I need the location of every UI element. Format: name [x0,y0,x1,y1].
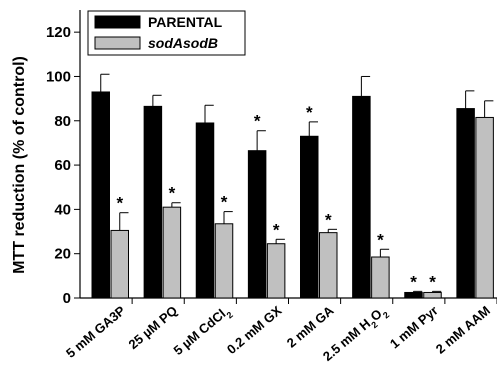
y-tick-label: 80 [54,113,71,130]
bar-sodasodb [110,229,129,299]
significance-marker: * [410,272,417,291]
significance-marker: * [169,184,176,203]
bar-parental [143,105,163,299]
y-tick-label: 40 [54,201,71,218]
y-tick-label: 100 [46,68,71,85]
bar-sodasodb [371,256,390,299]
y-tick-label: 120 [46,24,71,41]
significance-marker: * [116,194,123,213]
legend: PARENTAL sodAsodB [87,10,246,56]
significance-marker: * [254,112,261,131]
bar-parental [300,135,319,299]
x-tick-label: 5 mM GA3P [63,303,128,361]
bar-parental [404,291,423,299]
y-axis-label: MTT reduction (% of control) [11,56,28,274]
y-tick-label: 20 [54,246,71,263]
legend-label-sodasodb: sodAsodB [148,35,218,51]
bar-sodasodb [266,243,286,299]
bar-parental [195,122,215,299]
x-tick-label: 2 mM GA [284,302,337,350]
bar-sodasodb [319,232,338,299]
significance-marker: * [273,220,280,239]
bar-parental [247,150,267,299]
significance-marker: * [306,103,313,122]
bar-parental [352,95,371,299]
legend-label-parental: PARENTAL [148,14,223,30]
x-tick-label: 0.2 mM GX [224,303,285,357]
significance-marker: * [377,230,384,249]
y-tick-label: 0 [63,290,71,307]
bar-sodasodb [423,291,442,299]
bar-parental [456,108,475,299]
bar-parental [91,91,110,299]
bar-sodasodb [214,223,234,299]
significance-marker: * [221,193,228,212]
significance-marker: * [325,210,332,229]
legend-swatch-parental [94,15,141,29]
y-tick-label: 60 [54,157,71,174]
bar-sodasodb [475,116,494,299]
x-tick-label: 2 mM AAM [433,303,493,357]
legend-swatch-sodasodb [94,36,141,50]
chart-bars: * * * * * * * * * * [91,73,494,299]
bar-sodasodb [162,206,182,299]
x-tick-label: 5 µM CdCl2 [170,303,234,361]
significance-marker: * [429,272,436,291]
